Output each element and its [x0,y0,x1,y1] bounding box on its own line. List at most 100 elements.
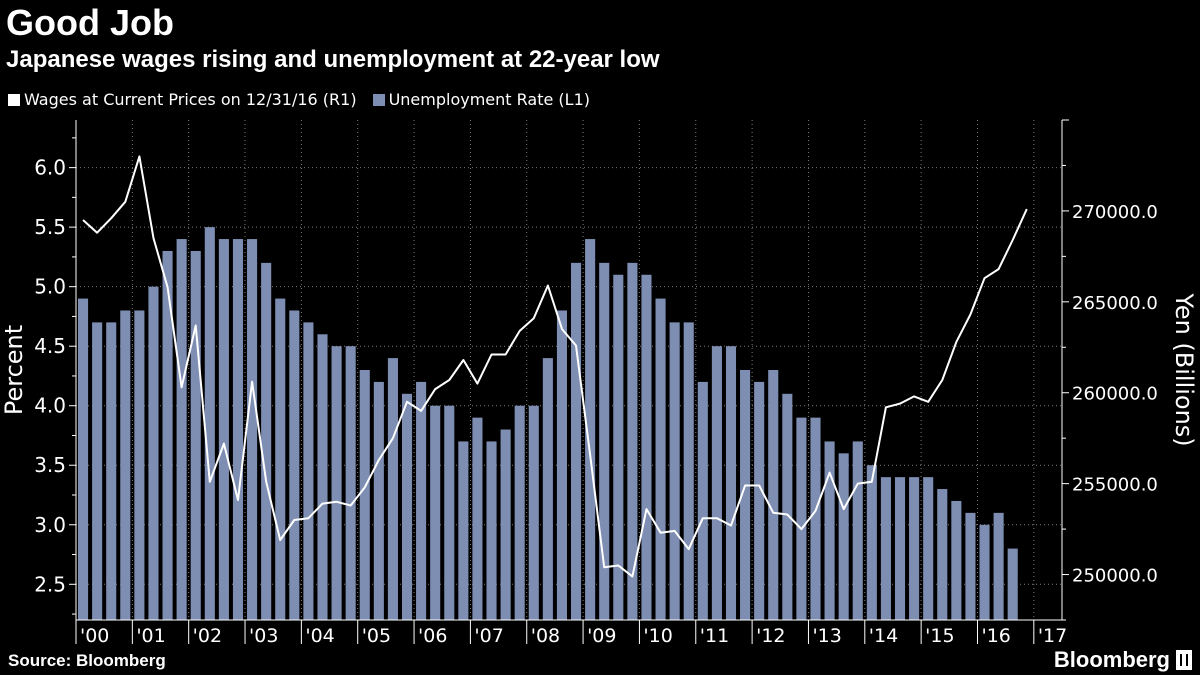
bar-unemployment [359,370,370,620]
y-left-tick-label: 5.5 [34,215,66,239]
bar-unemployment [1007,548,1018,620]
bar-unemployment [965,512,976,620]
bar-unemployment [148,286,159,620]
bar-unemployment [176,239,187,621]
bar-unemployment [373,381,384,620]
bar-unemployment [303,322,314,620]
bar-unemployment [683,322,694,620]
legend-item-unemployment: Unemployment Rate (L1) [372,90,590,109]
x-tick-label: '03 [249,625,278,647]
y-left-tick-label: 5.0 [34,275,66,299]
bar-unemployment [655,298,666,620]
y-right-tick-label: 255000.0 [1072,475,1158,496]
bar-unemployment [852,441,863,620]
bloomberg-terminal-icon [1176,650,1192,670]
bar-unemployment [261,262,272,620]
x-tick-label: '11 [700,625,729,647]
y-right-axis-title: Yen (Billions) [1170,292,1198,446]
legend-item-wages: Wages at Current Prices on 12/31/16 (R1) [8,90,357,109]
bar-unemployment [120,310,131,620]
y-right-tick-label: 250000.0 [1072,566,1158,587]
bar-unemployment [585,239,596,621]
bar-unemployment [880,477,891,620]
x-tick-label: '14 [869,625,898,647]
x-tick-label: '08 [531,625,560,647]
bar-unemployment [993,512,1004,620]
chart-title: Good Job [6,2,174,43]
bar-unemployment [345,346,356,620]
bar-unemployment [571,262,582,620]
bar-unemployment [711,346,722,620]
x-tick-label: '13 [812,625,841,647]
bar-unemployment [218,239,229,621]
bar-unemployment [92,322,103,620]
y-left-tick-label: 4.0 [34,394,66,418]
bar-unemployment [556,310,567,620]
x-tick-label: '02 [193,625,222,647]
bar-unemployment [317,334,328,620]
bar-unemployment [627,262,638,620]
bar-unemployment [472,417,483,620]
bar-unemployment [923,477,934,620]
bar-unemployment [486,441,497,620]
bar-unemployment [528,405,539,620]
bar-unemployment [106,322,117,620]
y-right-tick-label: 265000.0 [1072,293,1158,314]
bar-unemployment [613,274,624,620]
y-right-tick-label: 270000.0 [1072,202,1158,223]
bar-unemployment [275,298,286,620]
x-tick-label: '01 [136,625,165,647]
bar-unemployment [331,346,342,620]
x-tick-label: '09 [587,625,616,647]
x-tick-label: '05 [362,625,391,647]
bloomberg-logo: Bloomberg [1054,647,1192,673]
x-tick-label: '00 [80,625,109,647]
bar-unemployment [232,239,244,621]
bar-unemployment [458,441,469,620]
x-tick-label: '16 [981,625,1010,647]
bar-unemployment [430,405,441,620]
y-left-tick-label: 4.5 [34,334,66,358]
x-tick-label: '12 [756,625,785,647]
bar-unemployment [782,393,793,620]
bar-unemployment [387,358,398,620]
legend: Wages at Current Prices on 12/31/16 (R1)… [8,90,590,109]
bar-unemployment [134,310,145,620]
bar-unemployment [697,381,708,620]
bar-unemployment [514,405,525,620]
y-left-tick-label: 3.0 [34,513,66,537]
bar-unemployment [247,239,258,621]
bar-unemployment [810,417,821,620]
bar-unemployment [162,250,173,620]
bar-unemployment [542,358,553,620]
x-tick-label: '04 [305,625,334,647]
bar-unemployment [796,417,807,620]
legend-label-wages: Wages at Current Prices on 12/31/16 (R1) [24,90,357,109]
bar-unemployment [190,250,201,620]
bar-unemployment [204,227,215,620]
legend-label-unemployment: Unemployment Rate (L1) [388,90,590,109]
bar-unemployment [641,274,652,620]
bar-unemployment [937,489,948,620]
bar-unemployment [894,477,906,620]
bar-unemployment [824,441,835,620]
x-tick-label: '06 [418,625,447,647]
line-wages [82,155,1028,578]
brand-text: Bloomberg [1053,647,1170,672]
bar-unemployment [979,524,990,620]
y-left-tick-label: 6.0 [34,156,66,180]
bar-unemployment [289,310,300,620]
bar-unemployment [599,262,610,620]
x-tick-label: '15 [925,625,954,647]
bar-unemployment [951,500,962,620]
bar-unemployment [416,381,427,620]
y-right-tick-label: 260000.0 [1072,384,1158,405]
y-left-tick-label: 3.5 [34,453,66,477]
source-note: Source: Bloomberg [8,651,166,670]
bar-unemployment [754,381,765,620]
bar-unemployment [768,370,779,620]
bar-unemployment [866,465,877,620]
bar-unemployment [909,477,920,620]
bar-unemployment [500,429,511,620]
y-left-axis-title: Percent [0,325,28,415]
